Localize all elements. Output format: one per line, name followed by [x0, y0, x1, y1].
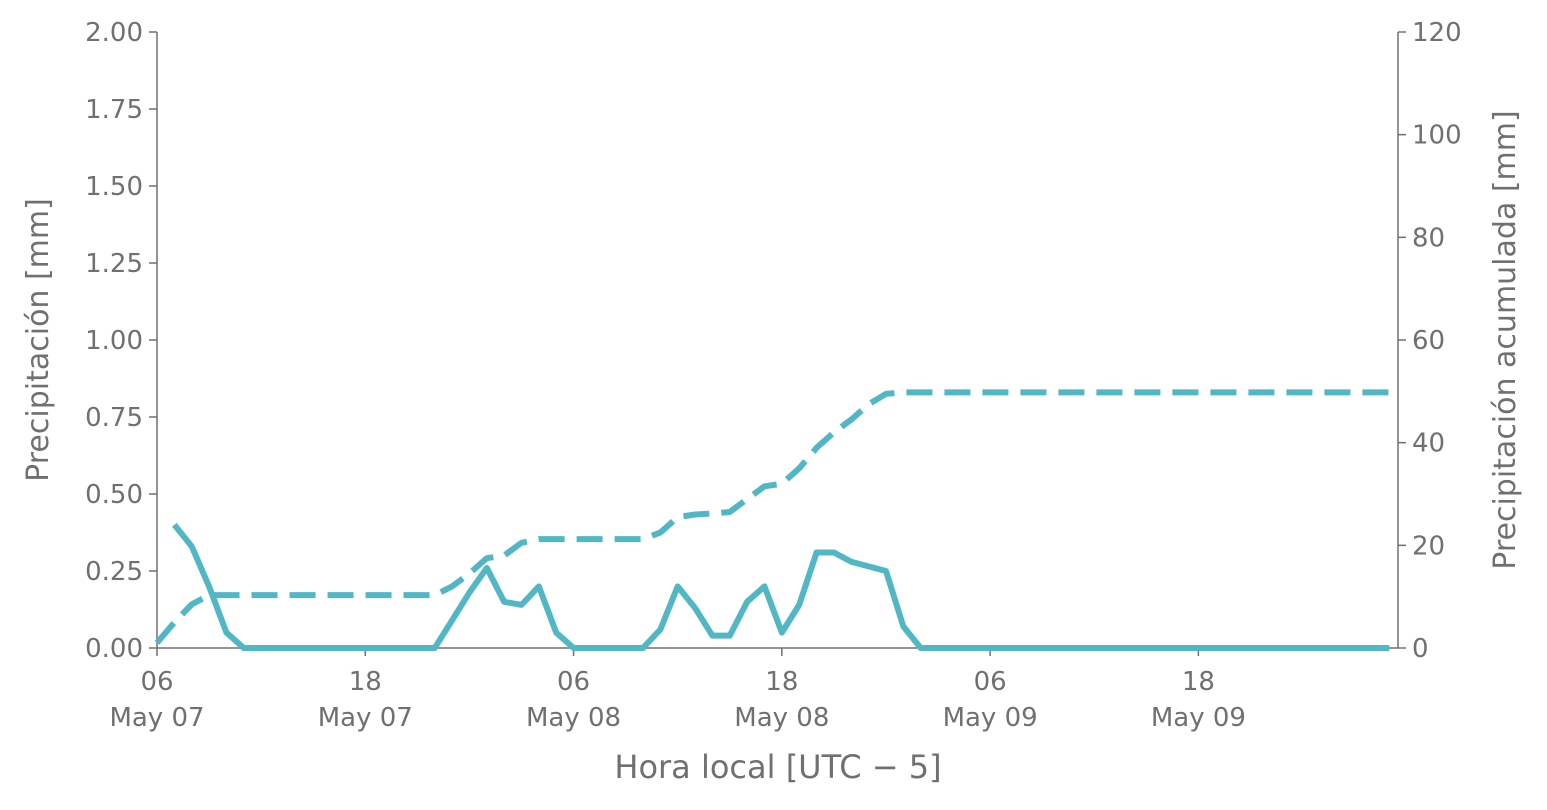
- x-tick-label: 06 May 09: [943, 667, 1038, 733]
- y2-tick-label: 80: [1412, 223, 1445, 253]
- y-tick-label: 0.00: [85, 634, 143, 664]
- y-tick-label: 0.50: [85, 480, 143, 510]
- y-tick-label: 0.75: [85, 403, 143, 433]
- x-tick-label: 18 May 09: [1151, 667, 1246, 733]
- series-line: [172, 522, 1390, 651]
- x-tick-label: 06 May 08: [526, 667, 621, 733]
- y2-tick-label: 40: [1412, 429, 1445, 459]
- x-tick-label: 06 May 07: [109, 667, 204, 733]
- y-axis-label: Precipitación [mm]: [21, 198, 56, 482]
- y-tick-label: 0.25: [85, 557, 143, 587]
- y-tick-label: 1.00: [85, 326, 143, 356]
- x-axis-label: Hora local [UTC − 5]: [614, 748, 941, 786]
- x-tick-label: 18 May 08: [734, 667, 829, 733]
- x-tick-label: 18 May 07: [318, 667, 413, 733]
- y-tick-label: 1.50: [85, 172, 143, 202]
- y2-tick-label: 120: [1412, 18, 1462, 48]
- y2-axis-label: Precipitación acumulada [mm]: [1488, 110, 1523, 569]
- y2-tick-label: 20: [1412, 531, 1445, 561]
- y2-tick-label: 0: [1412, 634, 1429, 664]
- y-tick-label: 1.25: [85, 249, 143, 279]
- y-tick-label: 2.00: [85, 18, 143, 48]
- series-line: [154, 389, 1390, 645]
- y-tick-label: 1.75: [85, 95, 143, 125]
- y2-tick-label: 100: [1412, 121, 1462, 151]
- y2-tick-label: 60: [1412, 326, 1445, 356]
